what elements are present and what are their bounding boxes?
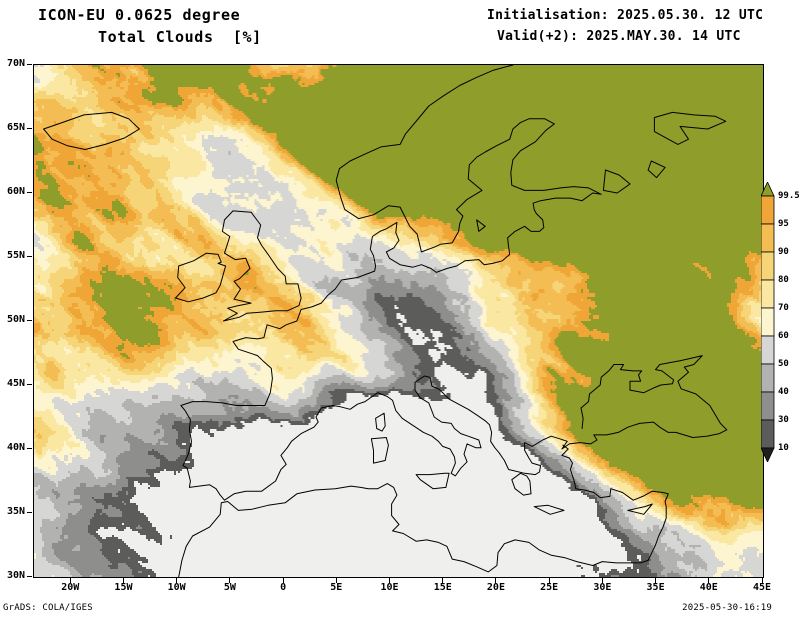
y-axis-tick [26,511,32,513]
x-axis-tick [495,577,497,583]
x-axis-label: 15E [433,582,452,593]
x-axis-tick [282,577,284,583]
y-axis-label: 60N [6,186,25,197]
x-axis-label: 20W [61,582,80,593]
product-title: Total Clouds [%] [98,28,262,46]
y-axis-label: 40N [6,442,25,453]
y-axis-tick [26,383,32,385]
x-axis-tick [761,577,763,583]
y-axis-tick [26,447,32,449]
x-axis-tick [655,577,657,583]
x-axis-tick [708,577,710,583]
x-axis-label: 10E [380,582,399,593]
y-axis-label: 65N [6,122,25,133]
y-axis-label: 30N [6,570,25,581]
x-axis-tick [335,577,337,583]
legend-tick-label: 60 [778,331,789,341]
x-axis-label: 30E [593,582,612,593]
x-axis-tick [548,577,550,583]
coastlines-overlay [43,65,728,577]
y-axis-tick [26,63,32,65]
y-axis-label: 35N [6,506,25,517]
x-axis-label: 20E [486,582,505,593]
grads-credit: GrADS: COLA/IGES [3,603,93,613]
x-axis-label: 0 [280,582,287,593]
legend-tick-label: 90 [778,247,789,257]
colorbar [760,181,775,463]
legend-tick-label: 30 [778,415,789,425]
legend-tick-label: 95 [778,219,789,229]
model-title: ICON-EU 0.0625 degree [38,6,241,24]
init-time-label: Initialisation: 2025.05.30. 12 UTC [487,8,764,23]
creation-timestamp: 2025-05-30-16:19 [682,603,772,613]
x-axis-label: 5W [223,582,236,593]
valid-time-label: Valid(+2): 2025.MAY.30. 14 UTC [497,29,741,44]
legend-tick-label: 70 [778,303,789,313]
y-axis-tick [26,319,32,321]
y-axis-label: 55N [6,250,25,261]
y-axis-label: 45N [6,378,25,389]
x-axis-label: 35E [646,582,665,593]
y-axis-tick [26,191,32,193]
x-axis-tick [601,577,603,583]
x-axis-tick [229,577,231,583]
x-axis-label: 15W [114,582,133,593]
x-axis-tick [69,577,71,583]
color-legend: 99.5 95 90 80 70 60 50 40 30 10 [760,181,800,472]
legend-tick-label: 80 [778,275,789,285]
y-axis-label: 70N [6,58,25,69]
cloud-cover-field [34,65,763,577]
x-axis-tick [389,577,391,583]
legend-tick-label: 50 [778,359,789,369]
y-axis-tick [26,255,32,257]
x-axis-label: 45E [752,582,772,593]
y-axis-tick [26,575,32,577]
y-axis-tick [26,127,32,129]
x-axis-tick [122,577,124,583]
legend-tick-label: 10 [778,443,789,453]
legend-tick-label: 99.5 [778,191,800,201]
coastline-path [43,65,728,577]
y-axis-label: 50N [6,314,25,325]
legend-tick-label: 40 [778,387,789,397]
x-axis-label: 25E [540,582,559,593]
map-frame [33,64,764,578]
x-axis-label: 10W [167,582,186,593]
x-axis-label: 5E [330,582,343,593]
x-axis-tick [176,577,178,583]
x-axis-label: 40E [699,582,718,593]
x-axis-tick [442,577,444,583]
